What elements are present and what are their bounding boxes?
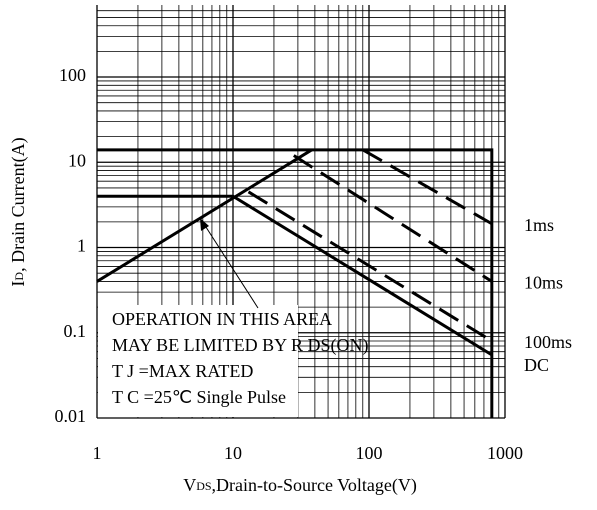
y-tick-label: 0.01 bbox=[55, 406, 87, 426]
series-label: DC bbox=[524, 355, 549, 375]
y-label-main: I bbox=[8, 281, 28, 287]
series-line bbox=[293, 154, 493, 283]
x-tick-label: 10 bbox=[224, 443, 242, 463]
annotation-line: MAY BE LIMITED BY R DS(ON) bbox=[112, 335, 369, 356]
x-label-main: V bbox=[183, 475, 196, 495]
annotation-line: OPERATION IN THIS AREA bbox=[112, 309, 332, 329]
y-axis-label: ID, Drain Current(A) bbox=[8, 137, 29, 286]
annotation-line: T J =MAX RATED bbox=[112, 361, 253, 381]
y-tick-label: 100 bbox=[59, 65, 86, 85]
y-tick-label: 10 bbox=[68, 150, 86, 170]
x-tick-label: 1 bbox=[93, 443, 102, 463]
x-axis-label: VDS,Drain-to-Source Voltage(V) bbox=[183, 475, 417, 496]
x-tick-label: 1000 bbox=[487, 443, 523, 463]
series-line bbox=[97, 194, 493, 357]
x-label-sub: DS bbox=[196, 479, 211, 493]
y-label-rest: , Drain Current(A) bbox=[8, 137, 29, 271]
series-line bbox=[362, 148, 493, 226]
x-tick-label: 100 bbox=[356, 443, 383, 463]
y-label-sub: D bbox=[12, 272, 26, 281]
series-line bbox=[247, 190, 493, 343]
limit-line bbox=[97, 148, 494, 418]
x-label-rest: ,Drain-to-Source Voltage(V) bbox=[212, 475, 417, 496]
limit-line bbox=[96, 148, 313, 283]
y-tick-label: 1 bbox=[77, 236, 86, 256]
series-label: 10ms bbox=[524, 273, 563, 293]
arrow-head bbox=[200, 218, 209, 231]
series-label: 100ms bbox=[524, 332, 572, 352]
marks bbox=[96, 148, 494, 418]
annotation-line: T C =25℃ Single Pulse bbox=[112, 387, 286, 407]
y-tick-label: 0.1 bbox=[64, 321, 87, 341]
annotation-box bbox=[98, 305, 298, 417]
series-label: 1ms bbox=[524, 215, 554, 235]
annotation-arrow bbox=[203, 223, 259, 309]
